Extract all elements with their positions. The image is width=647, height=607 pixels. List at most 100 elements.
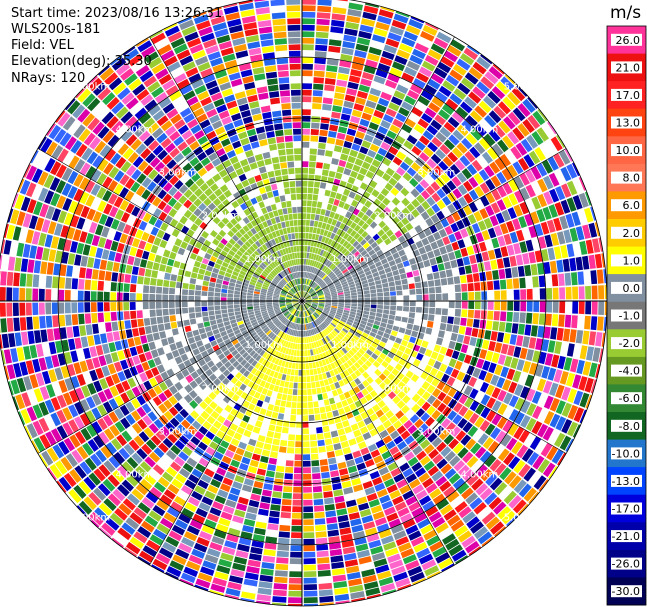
radar-gate: [571, 315, 578, 329]
radar-gate: [298, 311, 301, 317]
radar-gate: [387, 73, 400, 83]
radar-gate: [261, 207, 268, 215]
radar-gate: [62, 422, 74, 436]
radar-gate: [148, 252, 156, 262]
radar-gate: [152, 332, 160, 341]
radar-gate: [265, 353, 271, 361]
radar-gate: [149, 293, 156, 301]
radar-gate: [444, 225, 453, 235]
radar-gate: [351, 301, 358, 304]
radar-gate: [323, 275, 329, 281]
radar-gate: [310, 291, 316, 296]
radar-gate: [450, 39, 465, 52]
radar-gate: [309, 316, 313, 322]
radar-gate: [287, 440, 295, 447]
radar-gate: [526, 349, 534, 361]
radar-gate: [210, 15, 226, 26]
radar-gate: [302, 311, 304, 318]
radar-gate: [491, 413, 502, 426]
radar-gate: [315, 269, 320, 275]
radar-gate: [330, 240, 336, 247]
radar-gate: [259, 332, 266, 338]
radar-gate: [280, 162, 288, 169]
radar-gate: [231, 339, 239, 346]
radar-gate: [46, 262, 54, 275]
radar-gate: [339, 332, 345, 338]
radar-gate: [522, 360, 532, 373]
radar-gate: [236, 503, 248, 512]
radar-gate: [373, 27, 388, 37]
radar-gate: [512, 370, 522, 383]
radar-gate: [56, 480, 67, 493]
radar-gate: [332, 574, 347, 582]
radar-gate: [366, 274, 373, 280]
radar-gate: [221, 261, 229, 268]
radar-gate: [228, 312, 235, 317]
radar-gate: [330, 322, 337, 328]
radar-gate: [470, 521, 484, 534]
radar-gate: [306, 330, 310, 337]
radar-gate: [279, 296, 286, 299]
radar-gate: [117, 484, 130, 497]
radar-gate: [167, 506, 180, 518]
radar-gate: [268, 383, 275, 391]
radar-gate: [192, 348, 200, 356]
radar-gate: [183, 113, 195, 124]
radar-gate: [461, 535, 476, 548]
radar-gate: [110, 292, 117, 301]
radar-gate: [306, 343, 310, 350]
radar-gate: [292, 301, 299, 303]
radar-gate: [137, 526, 152, 539]
radar-gate: [185, 414, 195, 425]
radar-gate: [400, 254, 408, 262]
radar-gate: [281, 279, 287, 285]
radar-gate: [302, 331, 304, 337]
radar-gate: [105, 375, 115, 387]
radar-gate: [240, 307, 247, 311]
radar-gate: [303, 512, 314, 519]
radar-gate: [163, 512, 177, 524]
radar-gate: [337, 461, 347, 470]
radar-gate: [272, 18, 286, 26]
radar-gate: [286, 200, 292, 208]
radar-gate: [279, 83, 290, 91]
radar-gate: [376, 249, 384, 257]
radar-gate: [528, 491, 539, 504]
radar-gate: [285, 348, 290, 355]
radar-gate: [455, 106, 469, 119]
radar-gate: [281, 394, 288, 401]
radar-gate: [196, 367, 205, 376]
radar-gate: [279, 249, 284, 256]
radar-gate: [53, 328, 61, 341]
radar-gate: [154, 254, 162, 263]
radar-gate: [302, 5, 316, 12]
radar-gate: [354, 224, 361, 232]
radar-gate: [372, 404, 381, 413]
radar-gate: [296, 245, 300, 252]
radar-gate: [320, 123, 329, 130]
radar-gate: [89, 136, 101, 150]
radar-gate: [415, 307, 422, 313]
radar-gate: [391, 524, 404, 534]
radar-gate: [242, 415, 251, 423]
radar-gate: [493, 124, 506, 138]
radar-gate: [341, 347, 348, 354]
radar-gate: [348, 512, 360, 520]
radar-gate: [254, 310, 261, 314]
radar-gate: [376, 488, 388, 498]
radar-gate: [302, 18, 316, 25]
radar-gate: [142, 301, 149, 310]
radar-gate: [380, 119, 391, 129]
radar-gate: [243, 518, 256, 527]
radar-gate: [214, 333, 222, 340]
radar-gate: [328, 45, 341, 53]
radar-gate: [314, 355, 318, 362]
radar-gate: [359, 273, 366, 279]
radar-gate: [538, 313, 546, 325]
radar-gate: [346, 397, 354, 405]
radar-gate: [247, 365, 254, 372]
radar-gate: [225, 12, 240, 21]
radar-gate: [212, 344, 220, 352]
radar-gate: [345, 301, 351, 304]
radar-gate: [98, 502, 113, 516]
